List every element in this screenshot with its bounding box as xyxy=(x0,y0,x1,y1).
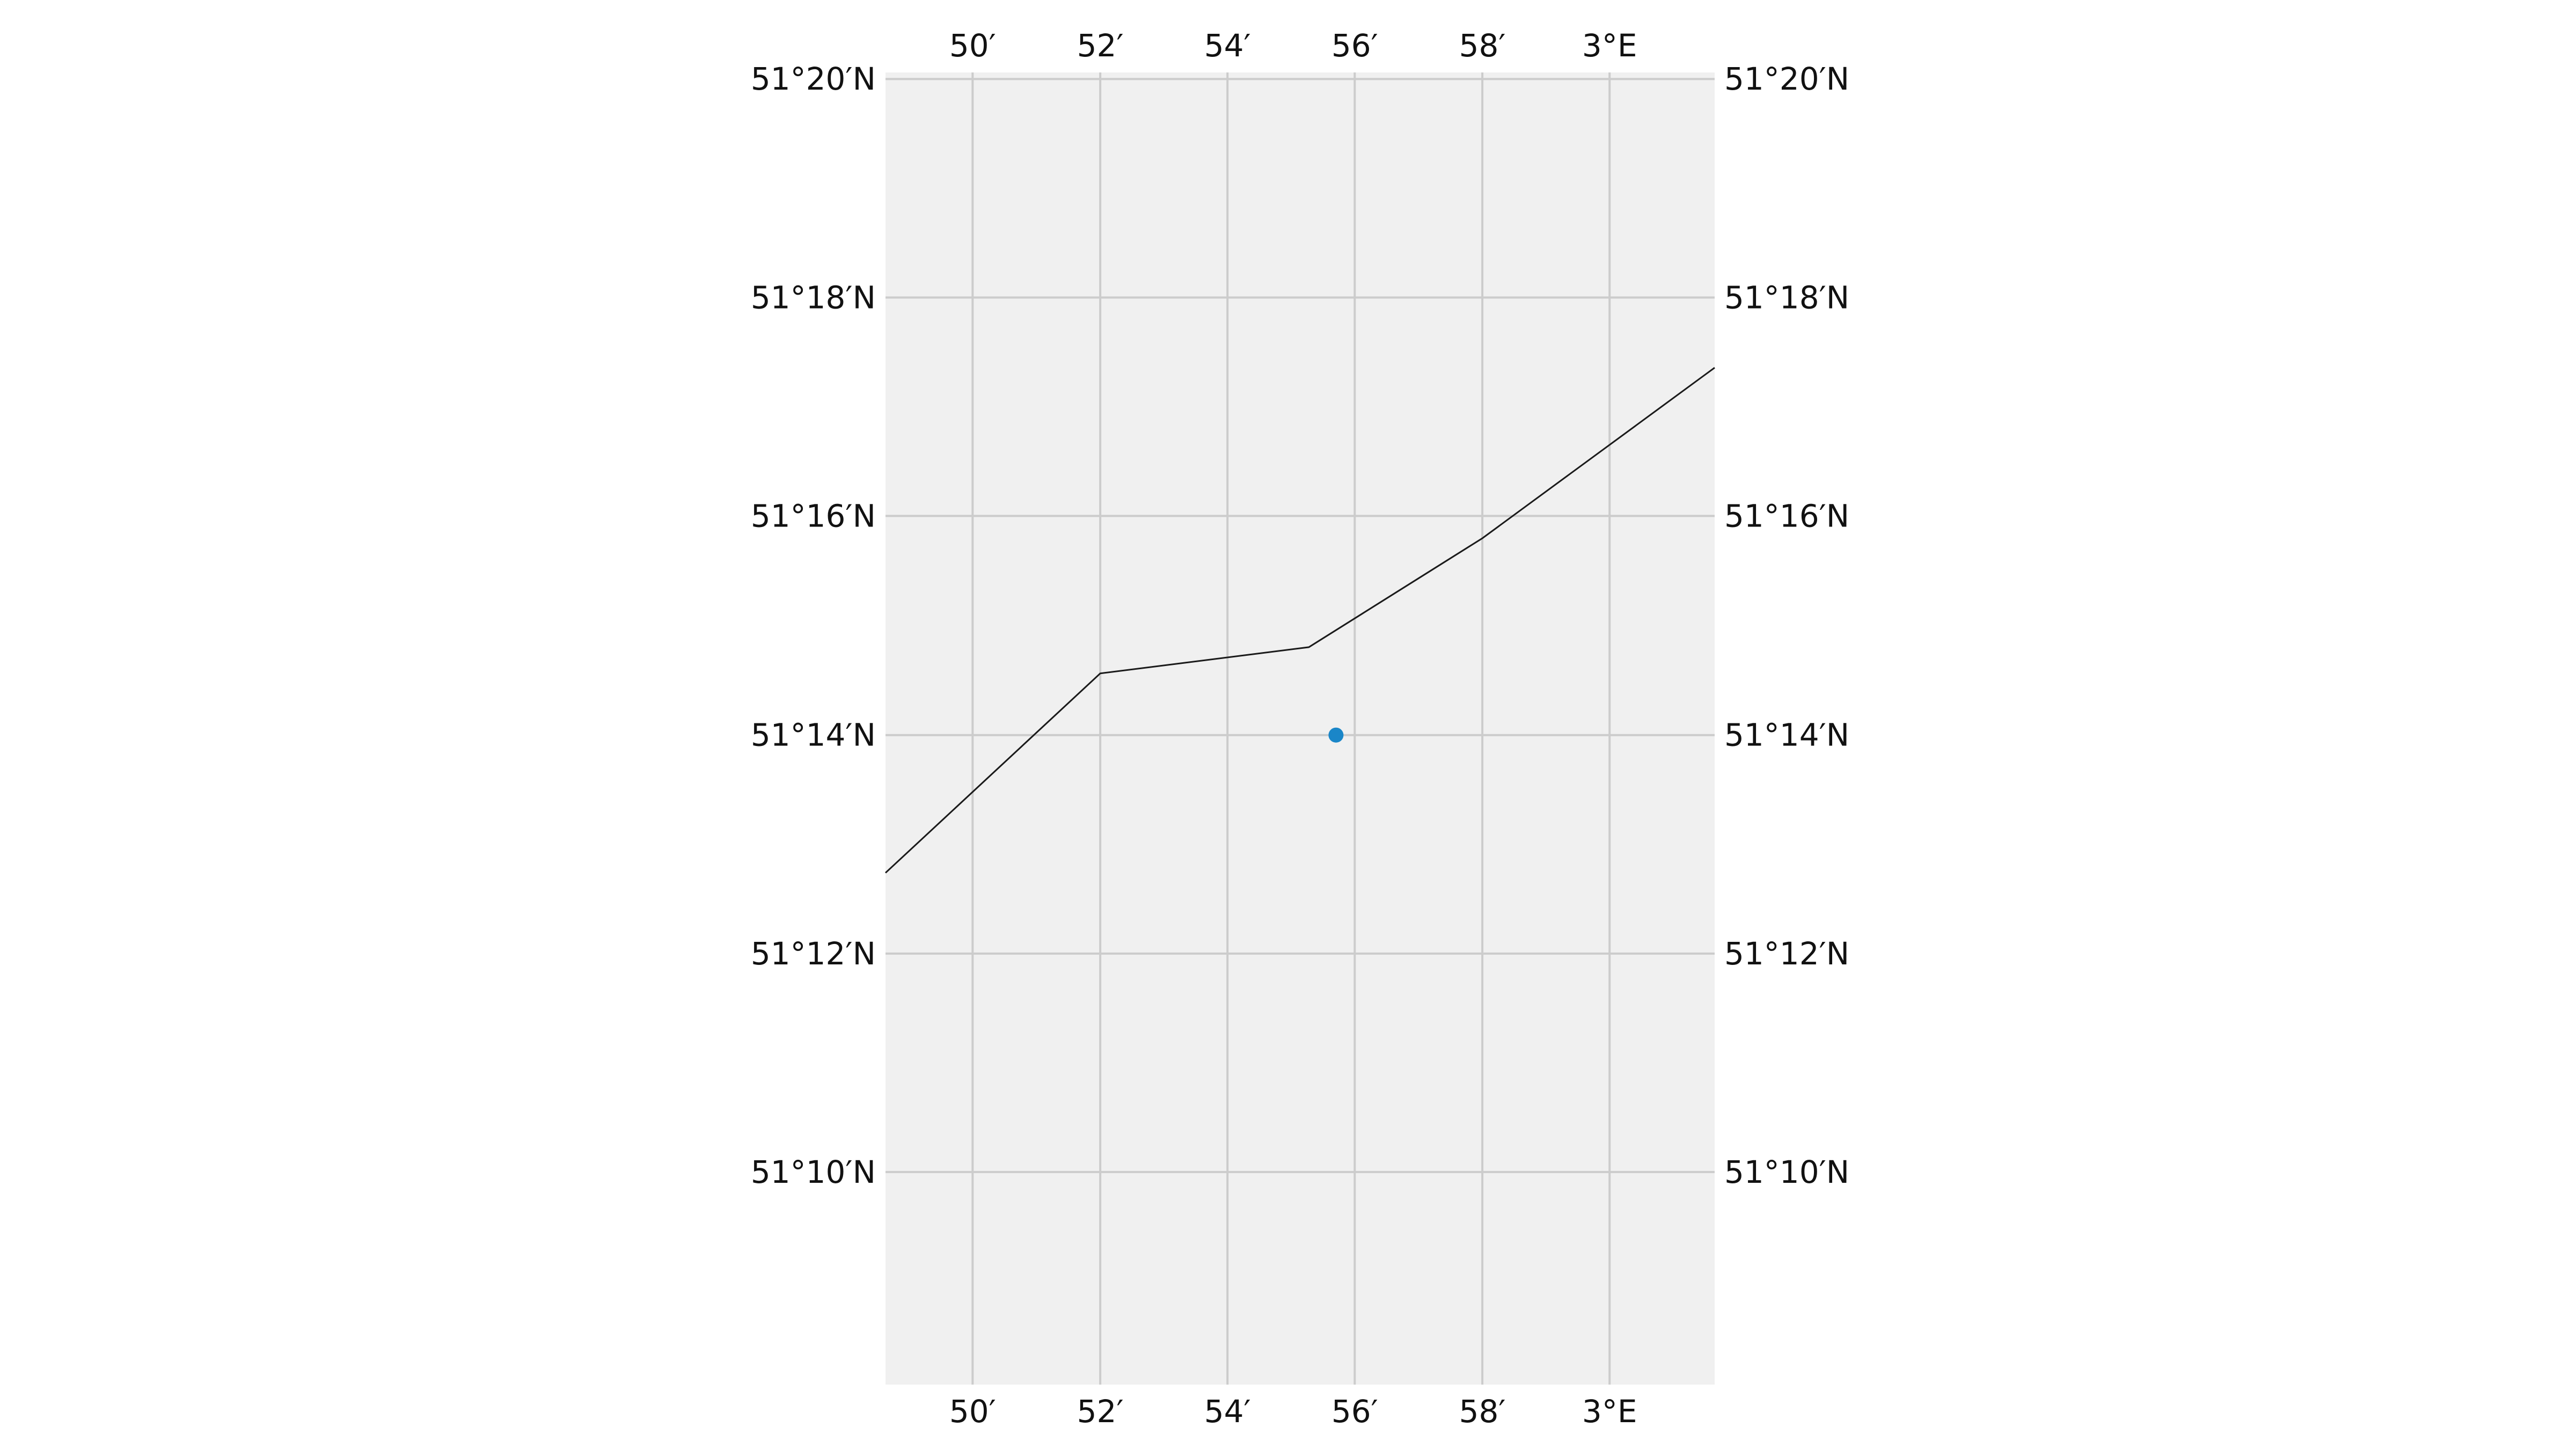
right-lat-label: 51°10′N xyxy=(1724,1154,1849,1190)
left-lat-label: 51°10′N xyxy=(751,1154,876,1190)
coastline xyxy=(884,367,1715,874)
bottom-lon-label: 52′ xyxy=(1077,1393,1124,1430)
top-lon-label: 56′ xyxy=(1331,27,1378,64)
location-marker[interactable] xyxy=(1328,727,1344,743)
graticule-lines xyxy=(885,72,1715,1385)
bottom-lon-label: 54′ xyxy=(1204,1393,1251,1430)
bottom-lon-label: 56′ xyxy=(1331,1393,1378,1430)
left-lat-label: 51°14′N xyxy=(751,717,876,753)
right-lat-label: 51°16′N xyxy=(1724,497,1849,534)
bottom-lon-label: 58′ xyxy=(1459,1393,1506,1430)
right-lat-label: 51°20′N xyxy=(1724,61,1849,97)
left-lat-label: 51°12′N xyxy=(751,935,876,972)
right-lat-label: 51°18′N xyxy=(1724,279,1849,316)
map-panel xyxy=(885,72,1715,1385)
top-lon-label: 58′ xyxy=(1459,27,1506,64)
top-lon-label: 52′ xyxy=(1077,27,1124,64)
top-lon-label: 3°E xyxy=(1582,27,1637,64)
right-lat-label: 51°14′N xyxy=(1724,717,1849,753)
left-lat-label: 51°16′N xyxy=(751,497,876,534)
bottom-lon-label: 50′ xyxy=(949,1393,996,1430)
graticule-labels: 50′ 52′ 54′ 56′ 58′ 3°E 50′ 52′ 54′ 56′ 58′ 3°E 51°2… xyxy=(751,27,1849,1430)
top-lon-label: 50′ xyxy=(949,27,996,64)
left-lat-label: 51°18′N xyxy=(751,279,876,316)
bottom-lon-label: 3°E xyxy=(1582,1393,1637,1430)
top-lon-label: 54′ xyxy=(1204,27,1251,64)
right-lat-label: 51°12′N xyxy=(1724,935,1849,972)
left-lat-label: 51°20′N xyxy=(751,61,876,97)
